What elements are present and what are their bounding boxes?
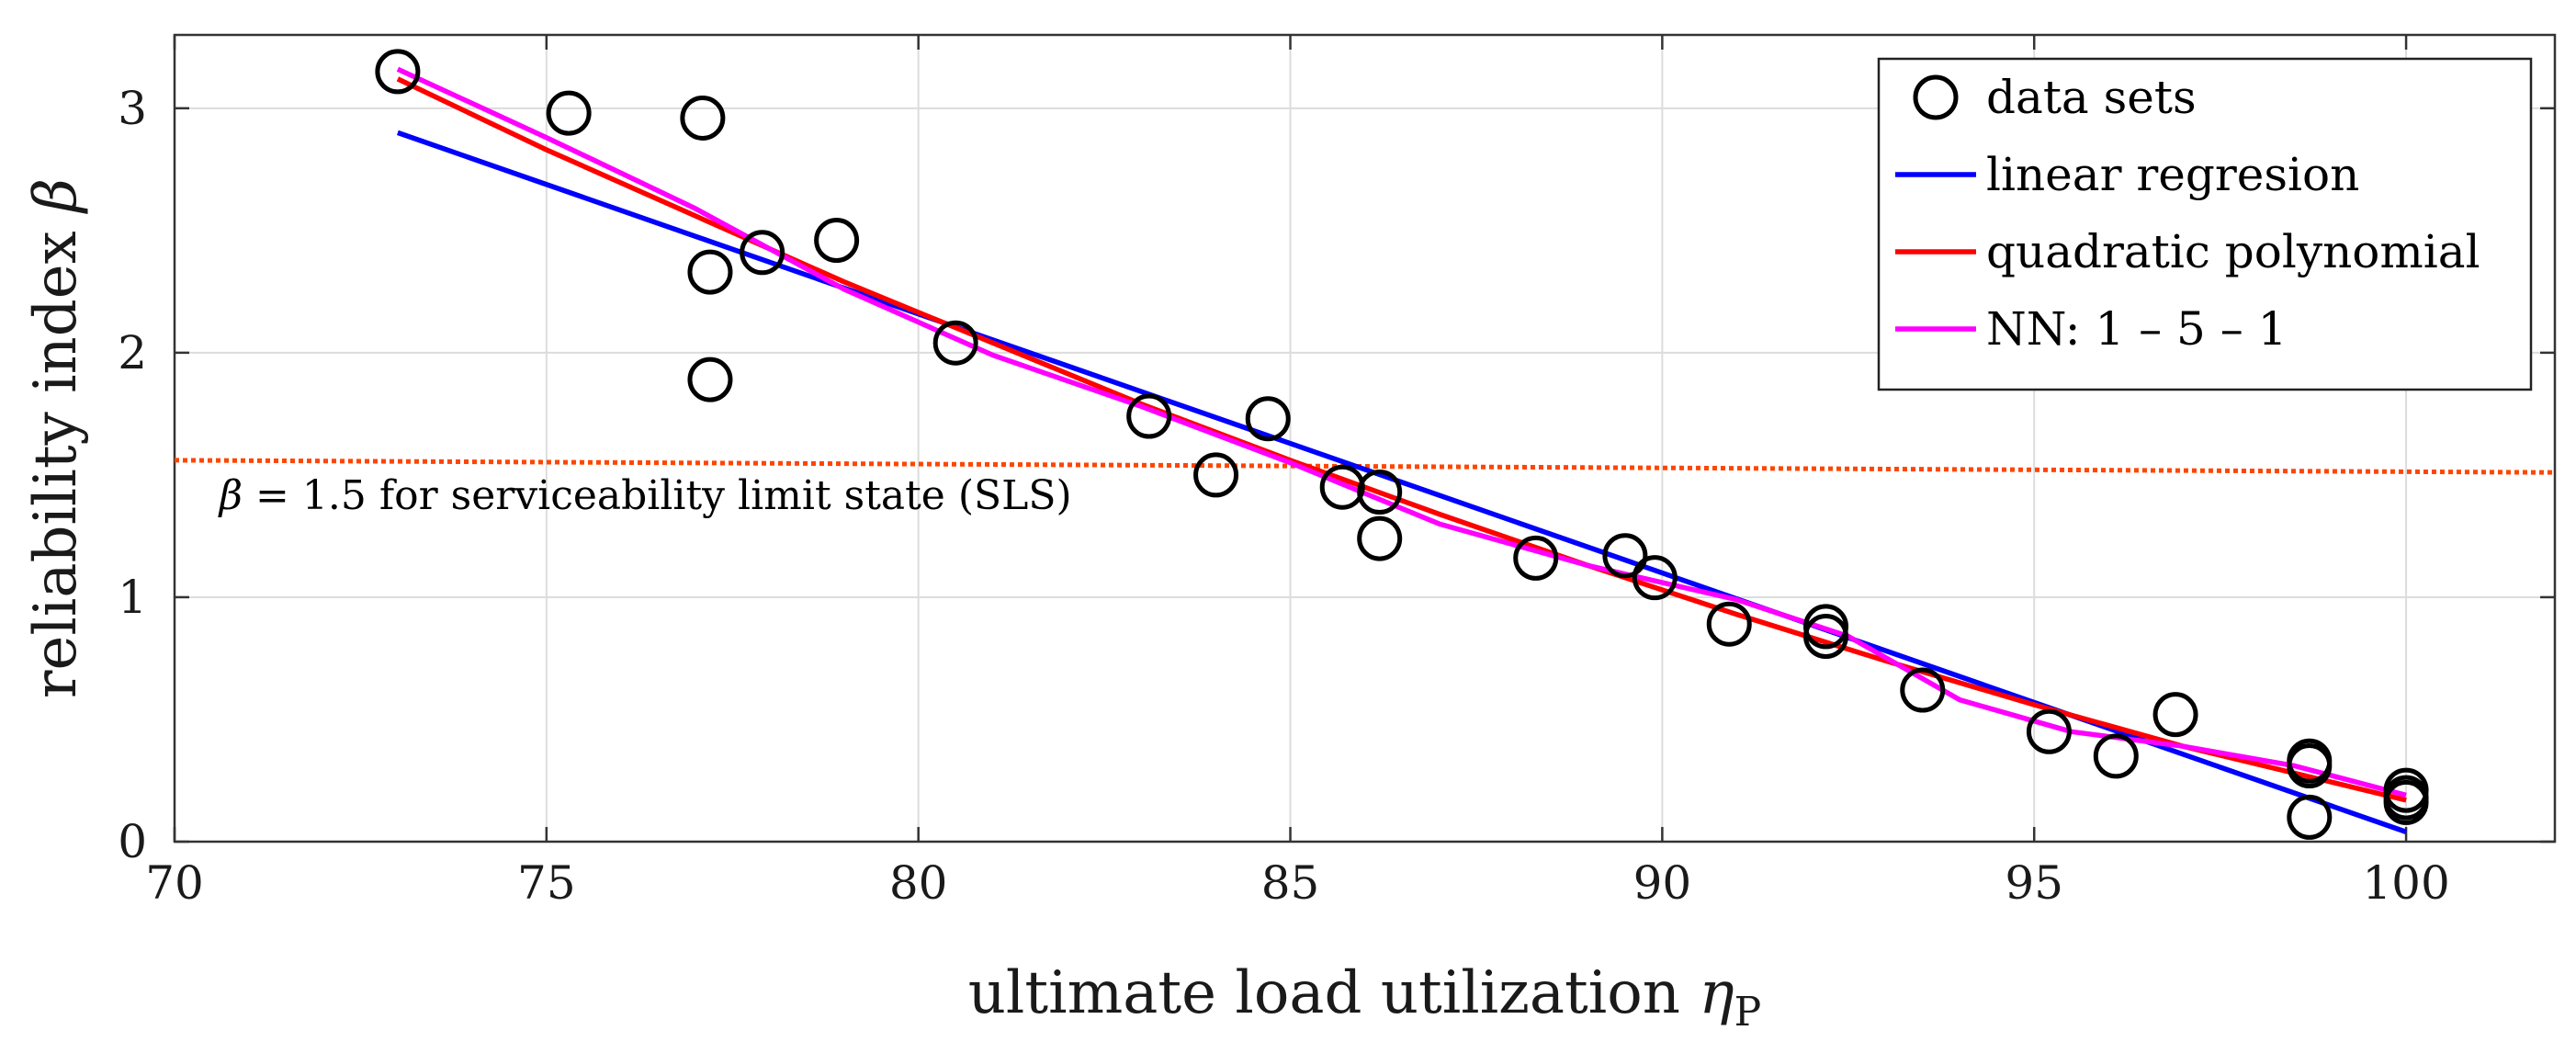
legend-marker-icon (1913, 74, 1959, 120)
x-tick-label: 85 (1261, 856, 1320, 910)
data-point (2093, 733, 2139, 779)
data-point (1513, 535, 1559, 581)
sls-annotation: β = 1.5 for serviceability limit state (… (218, 472, 1072, 519)
data-point (1706, 601, 1752, 647)
data-point (2383, 779, 2429, 825)
data-point (1357, 470, 1403, 515)
data-point (1319, 464, 1365, 510)
x-tick-label: 95 (2005, 856, 2063, 910)
data-point (687, 249, 733, 295)
data-point (2026, 708, 2072, 754)
legend-label: data sets (1986, 71, 2197, 124)
y-tick-label: 0 (118, 815, 147, 868)
x-tick-label: 90 (1633, 856, 1692, 910)
x-tick-label: 100 (2362, 856, 2449, 910)
legend: data sets linear regresion quadratic polyn… (1877, 57, 2533, 391)
y-axis-label: reliability index β (22, 178, 90, 698)
data-point (1357, 515, 1403, 561)
data-point (2287, 743, 2333, 789)
data-point (1193, 452, 1239, 498)
x-tick-label: 80 (889, 856, 948, 910)
y-tick-label: 3 (118, 82, 147, 135)
legend-label: quadratic polynomial (1986, 225, 2480, 278)
data-point (687, 357, 733, 402)
axis-labels: ultimate load utilization ηP reliability … (22, 178, 1761, 1036)
data-point (2287, 794, 2333, 840)
x-axis-label: ultimate load utilization ηP (968, 959, 1762, 1036)
data-point (1245, 396, 1291, 442)
x-tick-label: 70 (145, 856, 204, 910)
data-point (1803, 614, 1849, 660)
plot-frame (173, 33, 2557, 844)
data-point (932, 320, 978, 366)
data-point (546, 90, 592, 136)
data-point (814, 217, 860, 263)
legend-box (1877, 57, 2533, 391)
data-point (375, 49, 421, 95)
y-tick-label: 2 (118, 326, 147, 379)
x-tick-label: 75 (517, 856, 576, 910)
data-markers (375, 49, 2429, 840)
data-point (740, 230, 785, 276)
data-point (1900, 667, 1946, 713)
data-point (1126, 393, 1172, 439)
legend-label: NN: 1 – 5 – 1 (1986, 302, 2287, 356)
y-tick-label: 1 (118, 571, 147, 624)
data-point (1632, 555, 1678, 601)
legend-label: linear regresion (1986, 148, 2359, 201)
data-point (680, 95, 726, 141)
annotations: β = 1.5 for serviceability limit state (… (218, 472, 1072, 519)
axis-ticks: 70 75 80 85 90 95 100 0 1 2 3 (118, 35, 2555, 910)
data-point (1602, 533, 1648, 579)
data-point (2152, 692, 2198, 738)
